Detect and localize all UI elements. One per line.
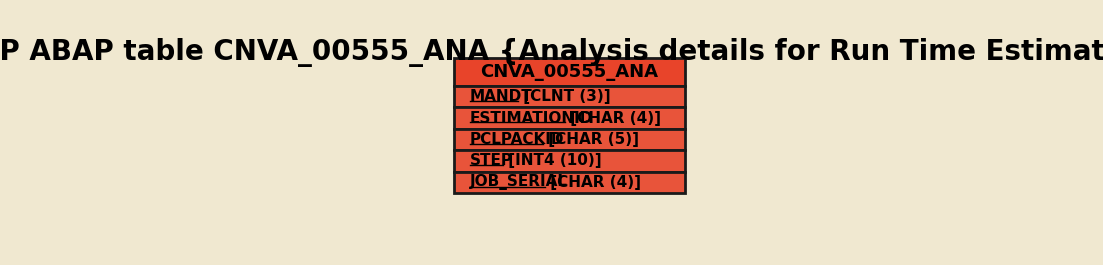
Bar: [454, 171, 685, 193]
Text: CNVA_00555_ANA: CNVA_00555_ANA: [481, 63, 658, 81]
Bar: [454, 150, 685, 171]
Text: PCLPACKID: PCLPACKID: [470, 132, 564, 147]
Bar: [454, 58, 685, 86]
Text: STEP: STEP: [470, 153, 513, 168]
Text: ESTIMATIONID: ESTIMATIONID: [470, 111, 593, 126]
Bar: [454, 107, 685, 129]
Text: MANDT: MANDT: [470, 89, 533, 104]
Text: [CHAR (5)]: [CHAR (5)]: [543, 132, 639, 147]
Text: SAP ABAP table CNVA_00555_ANA {Analysis details for Run Time Estimation}: SAP ABAP table CNVA_00555_ANA {Analysis …: [0, 38, 1103, 67]
Bar: [454, 129, 685, 150]
Text: [CHAR (4)]: [CHAR (4)]: [565, 111, 661, 126]
Text: [CLNT (3)]: [CLNT (3)]: [518, 89, 611, 104]
Text: JOB_SERIAL: JOB_SERIAL: [470, 174, 568, 190]
Text: [CHAR (4)]: [CHAR (4)]: [546, 175, 642, 190]
Text: [INT4 (10)]: [INT4 (10)]: [503, 153, 601, 168]
Bar: [454, 86, 685, 107]
